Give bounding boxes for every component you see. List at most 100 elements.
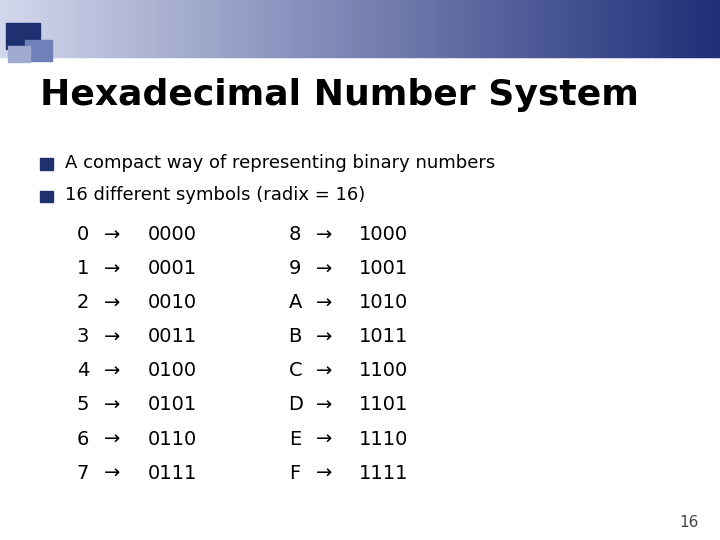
Bar: [515, 0, 519, 57]
Bar: [716, 0, 720, 57]
Bar: [500, 0, 505, 57]
Bar: [104, 0, 109, 57]
Bar: [518, 0, 523, 57]
Bar: [176, 0, 181, 57]
Bar: [457, 0, 462, 57]
Text: 16 different symbols (radix = 16): 16 different symbols (radix = 16): [65, 186, 365, 204]
Bar: [133, 0, 138, 57]
Text: 0111: 0111: [148, 463, 197, 483]
Bar: [680, 0, 685, 57]
Bar: [533, 0, 537, 57]
Bar: [572, 0, 577, 57]
Bar: [472, 0, 476, 57]
Bar: [493, 0, 498, 57]
Bar: [407, 0, 411, 57]
Bar: [18, 0, 22, 57]
Bar: [47, 0, 51, 57]
Bar: [371, 0, 375, 57]
Bar: [594, 0, 598, 57]
Bar: [349, 0, 354, 57]
Bar: [22, 0, 26, 57]
Text: →: →: [104, 259, 120, 279]
Bar: [252, 0, 256, 57]
Bar: [529, 0, 534, 57]
Bar: [43, 0, 48, 57]
Bar: [79, 0, 84, 57]
Bar: [281, 0, 285, 57]
Text: →: →: [104, 361, 120, 381]
Bar: [122, 0, 127, 57]
Bar: [400, 0, 404, 57]
Bar: [576, 0, 580, 57]
Bar: [439, 0, 444, 57]
Bar: [634, 0, 638, 57]
Bar: [288, 0, 292, 57]
Bar: [709, 0, 714, 57]
Text: 5: 5: [76, 395, 89, 415]
Bar: [511, 0, 516, 57]
Bar: [652, 0, 656, 57]
Bar: [461, 0, 465, 57]
Bar: [97, 0, 102, 57]
Bar: [482, 0, 487, 57]
Text: 0000: 0000: [148, 225, 197, 245]
Bar: [565, 0, 570, 57]
Text: A: A: [289, 293, 302, 313]
Bar: [562, 0, 566, 57]
Text: 9: 9: [289, 259, 302, 279]
Bar: [194, 0, 199, 57]
Text: 0110: 0110: [148, 429, 197, 449]
Bar: [324, 0, 328, 57]
Bar: [61, 0, 66, 57]
Text: →: →: [104, 225, 120, 245]
Bar: [479, 0, 483, 57]
Bar: [706, 0, 710, 57]
Bar: [418, 0, 422, 57]
Bar: [382, 0, 386, 57]
Bar: [14, 0, 19, 57]
Bar: [688, 0, 692, 57]
Bar: [155, 0, 159, 57]
Bar: [677, 0, 681, 57]
Bar: [212, 0, 217, 57]
Bar: [335, 0, 339, 57]
Bar: [148, 0, 152, 57]
Bar: [619, 0, 624, 57]
Text: 1: 1: [76, 259, 89, 279]
Text: →: →: [104, 463, 120, 483]
Bar: [292, 0, 296, 57]
Bar: [302, 0, 307, 57]
Bar: [623, 0, 627, 57]
Text: →: →: [104, 327, 120, 347]
Bar: [396, 0, 400, 57]
Bar: [151, 0, 156, 57]
Bar: [331, 0, 336, 57]
Bar: [184, 0, 188, 57]
Bar: [360, 0, 364, 57]
Bar: [536, 0, 541, 57]
Bar: [695, 0, 699, 57]
Bar: [306, 0, 310, 57]
Bar: [367, 0, 372, 57]
Text: →: →: [316, 395, 332, 415]
Text: →: →: [316, 225, 332, 245]
Bar: [50, 0, 55, 57]
Bar: [238, 0, 242, 57]
Bar: [4, 0, 8, 57]
Text: 0: 0: [76, 225, 89, 245]
Bar: [698, 0, 703, 57]
Bar: [356, 0, 361, 57]
Bar: [554, 0, 559, 57]
Text: 1000: 1000: [359, 225, 408, 245]
Text: C: C: [289, 361, 302, 381]
Bar: [450, 0, 454, 57]
Bar: [508, 0, 512, 57]
Bar: [144, 0, 148, 57]
Bar: [72, 0, 76, 57]
Bar: [11, 0, 15, 57]
Bar: [230, 0, 235, 57]
Bar: [241, 0, 246, 57]
Bar: [65, 0, 69, 57]
Bar: [220, 0, 224, 57]
Bar: [612, 0, 616, 57]
